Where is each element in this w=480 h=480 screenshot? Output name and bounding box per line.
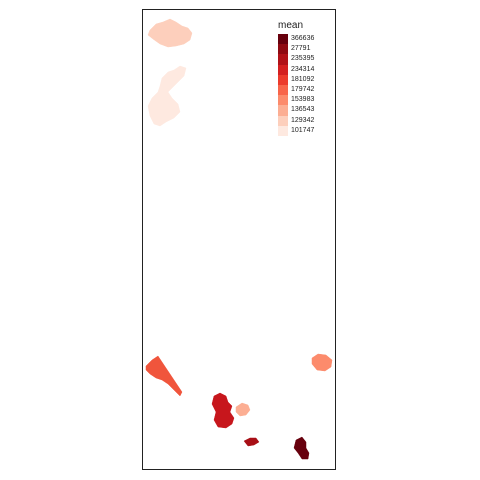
legend-item: 235395 xyxy=(278,54,338,64)
legend-label: 234314 xyxy=(291,65,314,75)
region-central-island xyxy=(212,393,234,428)
legend-swatch xyxy=(278,85,288,95)
legend-item: 129342 xyxy=(278,116,338,126)
region-islet-near-central xyxy=(236,403,250,416)
legend-label: 136543 xyxy=(291,105,314,115)
legend-item: 153983 xyxy=(278,95,338,105)
legend-item: 27791 xyxy=(278,44,338,54)
map-legend: mean 366636 27791 235395 234314 181092 179742… xyxy=(278,20,338,136)
region-south-east-island xyxy=(294,437,309,459)
legend-swatch xyxy=(278,116,288,126)
legend-label: 101747 xyxy=(291,126,314,136)
legend-item: 101747 xyxy=(278,126,338,136)
legend-label: 27791 xyxy=(291,44,310,54)
legend-label: 235395 xyxy=(291,54,314,64)
legend-swatch xyxy=(278,95,288,105)
legend-label: 153983 xyxy=(291,95,314,105)
region-north-island-top xyxy=(148,19,192,47)
legend-label: 179742 xyxy=(291,85,314,95)
legend-item: 136543 xyxy=(278,105,338,115)
legend-label: 129342 xyxy=(291,116,314,126)
legend-item: 179742 xyxy=(278,85,338,95)
legend-swatch xyxy=(278,54,288,64)
legend-swatch xyxy=(278,126,288,136)
legend-label: 181092 xyxy=(291,75,314,85)
legend-item: 366636 xyxy=(278,34,338,44)
legend-item: 181092 xyxy=(278,75,338,85)
region-north-island-large xyxy=(148,66,186,126)
legend-item: 234314 xyxy=(278,65,338,75)
legend-title: mean xyxy=(278,20,338,31)
legend-rows: 366636 27791 235395 234314 181092 179742 15398… xyxy=(278,34,338,136)
region-small-dark-islet xyxy=(244,438,259,446)
legend-swatch xyxy=(278,65,288,75)
legend-label: 366636 xyxy=(291,34,314,44)
legend-swatch xyxy=(278,44,288,54)
region-south-west-island xyxy=(146,356,182,396)
legend-swatch xyxy=(278,75,288,85)
legend-swatch xyxy=(278,105,288,115)
region-east-small-island xyxy=(312,354,332,371)
legend-swatch xyxy=(278,34,288,44)
